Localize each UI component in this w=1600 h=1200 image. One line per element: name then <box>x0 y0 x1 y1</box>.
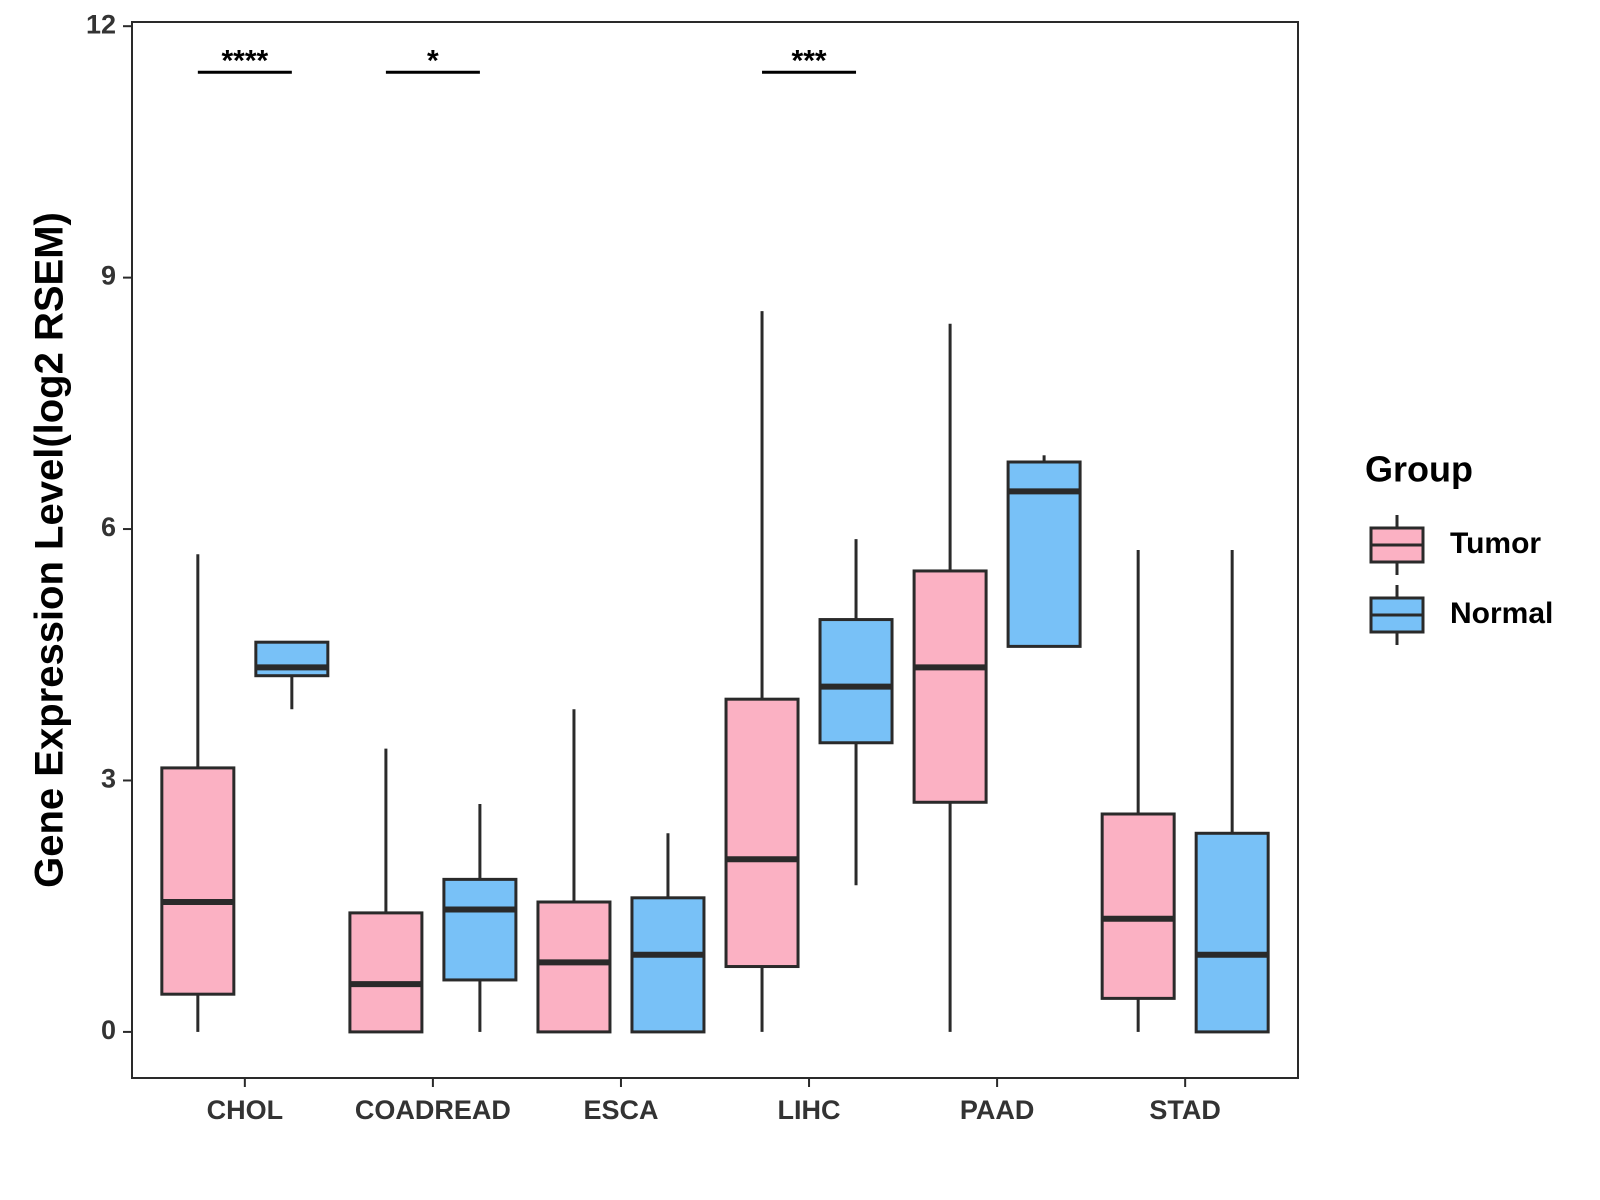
significance-label: **** <box>221 44 268 77</box>
legend: Group Tumor Normal <box>1365 449 1553 645</box>
box-normal-esca <box>630 833 706 1034</box>
box-iqr <box>254 640 330 678</box>
y-tick-label: 9 <box>101 261 116 291</box>
box-normal-lihc <box>818 539 894 886</box>
x-tick-label: LIHC <box>778 1095 841 1125</box>
box-normal-paad <box>1006 455 1082 648</box>
box-iqr <box>912 569 988 804</box>
y-tick-label: 0 <box>101 1015 116 1045</box>
legend-title: Group <box>1365 449 1473 490</box>
box-iqr <box>630 896 706 1034</box>
x-tick-label: CHOL <box>207 1095 284 1125</box>
y-axis-title: Gene Expression Level(log2 RSEM) <box>28 212 72 888</box>
box-normal-stad <box>1194 550 1270 1034</box>
box-iqr <box>818 618 894 745</box>
legend-label-normal: Normal <box>1450 597 1553 630</box>
box-tumor-lihc <box>724 311 800 1032</box>
box-tumor-coadread <box>348 748 424 1034</box>
x-tick-label: STAD <box>1149 1095 1221 1125</box>
plot-panel-border <box>131 21 1299 1079</box>
box-normal-chol <box>254 640 330 710</box>
box-iqr <box>536 900 612 1034</box>
y-tick-label: 6 <box>101 512 116 542</box>
box-iqr <box>442 877 518 982</box>
y-tick-label: 3 <box>101 764 116 794</box>
x-tick-label: PAAD <box>960 1095 1035 1125</box>
box-iqr <box>1194 831 1270 1034</box>
legend-label-tumor: Tumor <box>1450 527 1541 560</box>
legend-key-normal <box>1369 585 1425 645</box>
x-tick-label: ESCA <box>583 1095 658 1125</box>
box-tumor-chol <box>160 554 236 1032</box>
box-iqr <box>724 697 800 969</box>
box-iqr <box>160 766 236 996</box>
box-iqr <box>348 911 424 1034</box>
significance-label: * <box>427 44 439 77</box>
box-normal-coadread <box>442 803 518 1032</box>
y-tick-label: 12 <box>86 9 116 39</box>
box-tumor-esca <box>536 709 612 1034</box>
significance-label: *** <box>792 44 827 77</box>
legend-key-tumor <box>1369 515 1425 575</box>
x-tick-label: COADREAD <box>355 1095 511 1125</box>
box-iqr <box>1100 812 1176 1000</box>
box-tumor-paad <box>912 323 988 1032</box>
box-tumor-stad <box>1100 550 1176 1032</box>
